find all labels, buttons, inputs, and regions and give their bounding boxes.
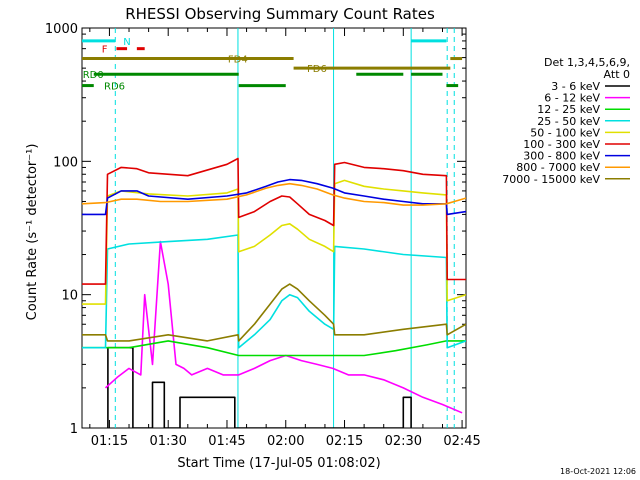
legend-entry-label: 50 - 100 keV [530,126,600,139]
legend-entry-label: 300 - 800 keV [523,150,600,163]
y-tick-label: 100 [53,155,78,170]
x-tick-label: 01:30 [149,434,186,449]
flag-label: N [123,37,130,48]
y-tick-label: 10 [61,289,78,304]
series-line [82,234,466,349]
series-line [82,157,466,285]
legend-entry-label: 12 - 25 keV [537,103,600,116]
series-line [82,283,466,342]
plot-frame [81,27,467,429]
series-line [82,179,466,305]
legend-header: Att 0 [604,68,630,81]
y-axis-label: Count Rate (s⁻¹ detector⁻¹) [25,144,40,321]
legend-header: Det 1,3,4,5,6,9, [544,56,630,69]
series-line [82,178,466,216]
legend-entry-label: 7000 - 15000 keV [502,173,600,186]
flag-label: FD4 [228,55,248,66]
flag-label: RD0 [83,70,104,81]
x-tick-label: 02:30 [385,434,422,449]
x-axis-label: Start Time (17-Jul-05 01:08:02) [177,456,380,471]
legend-entry-label: 3 - 6 keV [551,80,600,93]
footer-timestamp: 18-Oct-2021 12:06 [560,467,636,476]
flag-label: FD6 [307,64,327,75]
chart-title: RHESSI Observing Summary Count Rates [125,5,435,23]
x-tick-label: 01:15 [91,434,128,449]
y-tick-label: 1000 [45,22,78,37]
flag-label: RD6 [104,82,125,93]
y-tick-label: 1 [70,422,78,437]
series-line [104,240,463,414]
x-tick-label: 02:45 [443,434,480,449]
x-tick-label: 01:45 [208,434,245,449]
x-tick-label: 02:00 [267,434,304,449]
series-line [82,340,466,357]
x-tick-label: 02:15 [326,434,363,449]
series-line [107,346,412,428]
legend-entry-label: 25 - 50 keV [537,115,600,128]
legend-entry-label: 6 - 12 keV [544,92,600,105]
series-line [82,182,466,206]
legend-entry-label: 800 - 7000 keV [516,161,600,174]
legend-entry-label: 100 - 300 keV [523,138,600,151]
flag-label: F [102,45,108,56]
